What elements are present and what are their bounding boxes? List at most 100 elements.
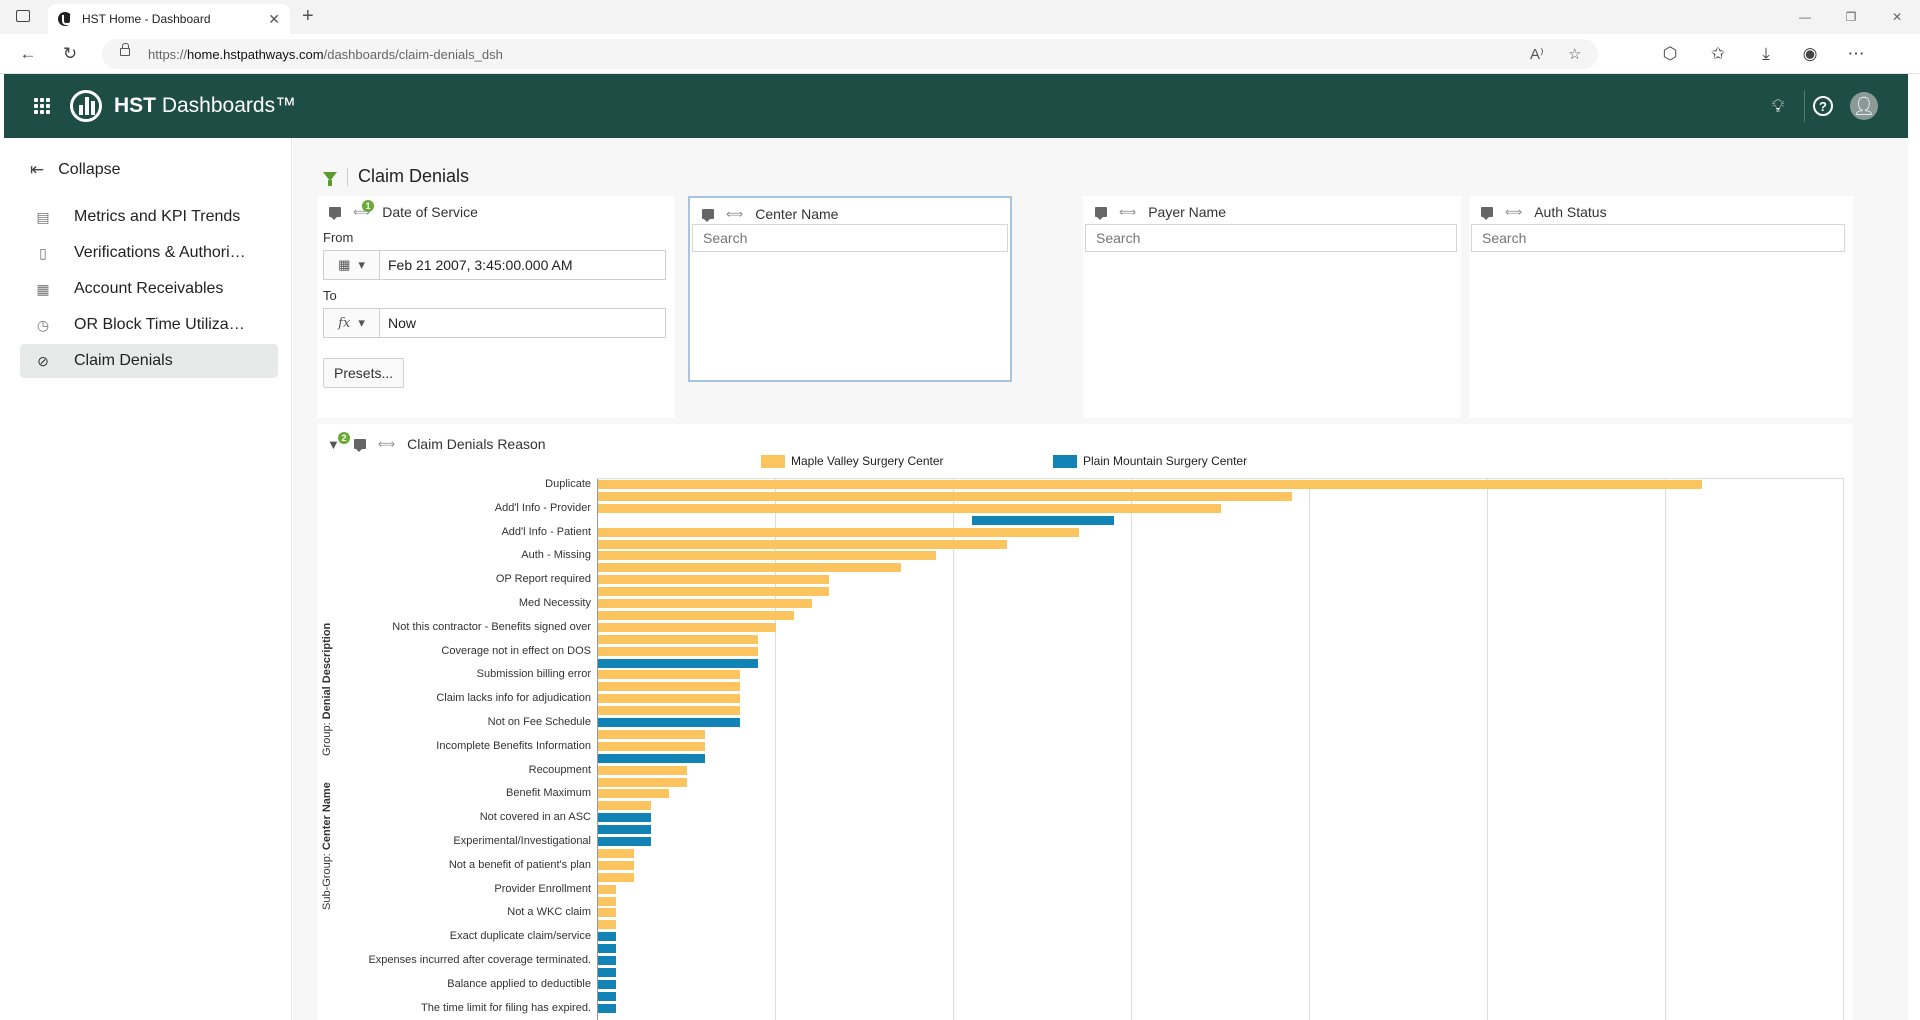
chart-bar[interactable] [971,515,1115,525]
chart-bar[interactable] [598,563,901,573]
downloads-icon[interactable]: ⤓ [1762,44,1770,63]
chart-bar[interactable] [598,527,1079,537]
chart-bar[interactable] [598,729,705,739]
chart-bar[interactable] [598,503,1221,513]
tab-actions-icon[interactable] [16,10,30,22]
chart-bar[interactable] [598,860,634,870]
calendar-dropdown[interactable]: ▦ ▾ [324,251,380,279]
chart-bar[interactable] [598,801,652,811]
category-label: Exact duplicate claim/service [449,930,591,943]
help-icon[interactable]: ? [1813,96,1833,116]
chart-bar[interactable] [598,765,687,775]
function-dropdown[interactable]: fx ▾ [324,309,380,337]
chart-bar[interactable] [598,956,616,965]
comment-icon[interactable] [329,207,341,220]
tab-close-icon[interactable]: ✕ [268,10,280,27]
more-icon[interactable]: ⋯ [1847,44,1865,63]
favorite-star-icon[interactable]: ☆ [1568,46,1582,63]
chart-bar[interactable] [598,575,830,585]
link-icon[interactable]: ⟺ [377,437,396,451]
chart-bar[interactable] [598,551,937,561]
filter-icon[interactable]: ▼ [327,436,340,452]
new-tab-icon[interactable]: + [302,5,314,27]
chart-bar[interactable] [598,908,616,918]
back-icon[interactable]: ← [19,44,37,63]
close-window-icon[interactable]: ✕ [1891,10,1903,24]
lightbulb-icon[interactable]: 💡︎ [1771,95,1785,116]
panel-title: Auth Status [1534,204,1607,220]
chart-bar[interactable] [598,944,616,954]
minimize-icon[interactable]: — [1799,10,1811,24]
chart-bar[interactable] [598,718,741,727]
chart-bar[interactable] [598,706,741,716]
chart-bar[interactable] [598,884,616,894]
chart-bar[interactable] [598,610,794,620]
link-icon[interactable]: ⟺ [1505,205,1523,219]
chart-bar[interactable] [598,813,652,823]
chart-bar[interactable] [598,837,652,846]
center-name-search-input[interactable] [692,224,1008,252]
presets-button[interactable]: Presets... [323,358,405,388]
user-avatar-icon[interactable]: 👤︎ [1850,92,1878,120]
chart-bar[interactable] [598,872,634,882]
chart-bar[interactable] [598,789,670,799]
chart-bar[interactable] [598,967,616,977]
sidebar-item-metrics[interactable]: ▤ Metrics and KPI Trends [20,200,278,234]
chart-bar[interactable] [598,848,634,858]
sidebar-item-or-block-time[interactable]: ◷ OR Block Time Utiliza… [20,308,278,342]
address-bar[interactable]: https://home.hstpathways.com/dashboards/… [102,39,1598,69]
chart-bar[interactable] [598,622,776,632]
chart-bar[interactable] [598,634,759,644]
main-content: Claim Denials ⟺ Date of Service 1 From ▦… [293,138,1908,1020]
payer-name-search-input[interactable] [1085,224,1457,252]
profile-icon[interactable]: ◉ [1802,44,1818,63]
chart-bar[interactable] [598,932,616,942]
chart-bar[interactable] [598,658,759,668]
chart-bar[interactable] [598,587,830,597]
chart-bar[interactable] [598,670,741,680]
chart-bar[interactable] [598,1003,616,1013]
link-icon[interactable]: ⟺ [726,207,744,221]
chart-bar[interactable] [598,920,616,930]
chart-bar[interactable] [598,539,1008,549]
chart-bar[interactable] [598,979,616,989]
chart-bar[interactable] [598,491,1293,501]
sidebar-item-verifications[interactable]: ▯ Verifications & Authori… [20,236,278,270]
to-date-field[interactable]: fx ▾ Now [323,308,666,338]
panel-header: ⟺ Center Name [702,206,838,222]
chart-bar[interactable] [598,825,652,835]
browser-tab[interactable]: HST Home - Dashboard ✕ [48,4,290,34]
chart-bar[interactable] [598,777,687,787]
chart-bar[interactable] [598,480,1702,489]
chart-bar[interactable] [598,599,812,608]
chart-bar[interactable] [598,694,741,704]
sidebar-item-claim-denials[interactable]: ⊘ Claim Denials [20,344,278,378]
legend-item[interactable]: Maple Valley Surgery Center [761,454,944,468]
title-divider [347,167,348,186]
chart-bar[interactable] [598,646,759,656]
chart-bar[interactable] [598,741,705,751]
chart-bar[interactable] [598,682,741,692]
sidebar-item-account-receivables[interactable]: ▦ Account Receivables [20,272,278,306]
window-controls: — ❐ ✕ [1782,0,1920,34]
restore-icon[interactable]: ❐ [1845,10,1857,24]
collapse-button[interactable]: ⇤ Collapse [30,160,121,180]
link-icon[interactable]: ⟺ [1119,205,1137,219]
chart-bar[interactable] [598,896,616,906]
refresh-icon[interactable]: ↻ [62,44,78,63]
from-date-field[interactable]: ▦ ▾ Feb 21 2007, 3:45:00.000 AM [323,250,666,280]
chart-bar[interactable] [598,991,616,1001]
comment-icon[interactable] [702,209,714,222]
extensions-icon[interactable]: ⬡ [1662,44,1678,63]
favorites-icon[interactable]: ✩ [1710,44,1726,63]
read-aloud-icon[interactable]: A⁾ [1530,46,1544,63]
comment-icon[interactable] [353,439,366,452]
comment-icon[interactable] [1095,207,1107,220]
comment-icon[interactable] [1481,207,1493,220]
gridline [775,478,776,1020]
auth-status-search-input[interactable] [1471,224,1845,252]
legend-item[interactable]: Plain Mountain Surgery Center [1053,454,1247,468]
filter-funnel-icon[interactable] [323,172,337,186]
app-launcher-icon[interactable] [34,98,50,114]
chart-bar[interactable] [598,753,705,763]
